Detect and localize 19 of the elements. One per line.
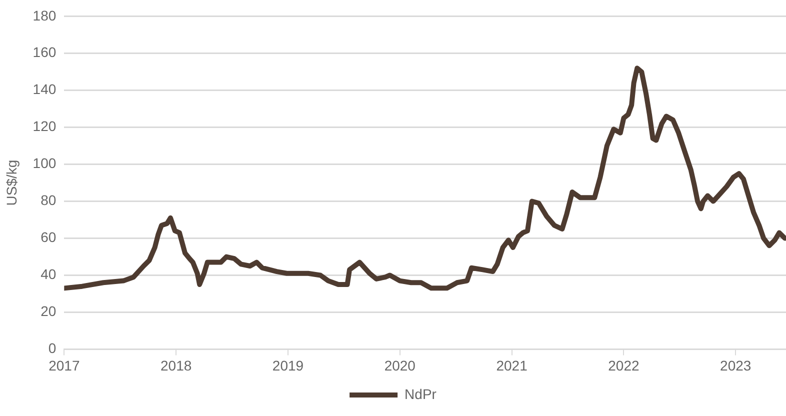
y-tick-label: 160: [32, 44, 56, 60]
y-tick-label: 100: [32, 155, 56, 172]
y-tick-label: 140: [32, 81, 56, 98]
x-tick-label: 2021: [496, 357, 528, 374]
legend-label: NdPr: [404, 386, 437, 402]
x-tick-label: 2020: [384, 357, 416, 374]
y-tick-label: 180: [32, 7, 56, 24]
x-tick-label: 2018: [160, 357, 192, 374]
y-tick-label: 40: [40, 266, 56, 282]
x-tick-label: 2022: [608, 357, 640, 374]
y-tick-label: 0: [48, 340, 56, 356]
x-tick-label: 2023: [720, 357, 752, 374]
y-tick-label: 60: [40, 229, 56, 246]
x-tick-label: 2019: [272, 357, 304, 374]
y-axis-title: US$/kg: [3, 160, 20, 206]
x-tick-label: 2017: [48, 357, 80, 374]
y-tick-label: 120: [32, 118, 56, 134]
y-tick-label: 20: [40, 303, 56, 320]
y-tick-label: 80: [40, 192, 56, 208]
